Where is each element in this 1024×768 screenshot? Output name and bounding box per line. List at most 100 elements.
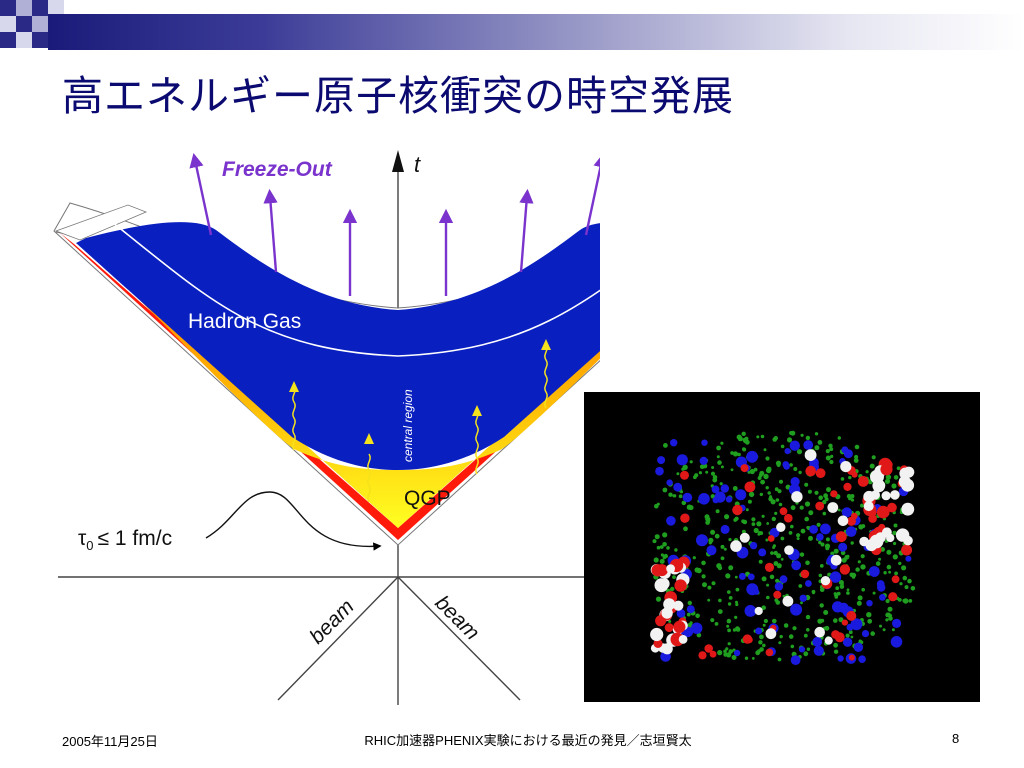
particle <box>884 478 891 484</box>
particle <box>903 598 909 604</box>
particle <box>676 454 688 466</box>
particle <box>742 447 747 452</box>
particle <box>858 524 864 530</box>
particle <box>825 455 831 461</box>
particle <box>891 628 895 632</box>
particle <box>774 487 779 492</box>
particle <box>775 600 781 605</box>
particle <box>670 439 678 447</box>
particle <box>798 470 802 475</box>
particle <box>910 586 916 591</box>
freeze-out-arrows <box>189 152 600 296</box>
particle <box>790 524 794 529</box>
particle <box>822 511 827 516</box>
particle <box>898 561 902 566</box>
particle <box>805 614 811 620</box>
particle <box>666 516 676 526</box>
particle <box>666 479 673 486</box>
particle <box>901 478 915 492</box>
particle <box>901 502 915 516</box>
qgp-region <box>98 258 600 528</box>
particle <box>800 528 806 534</box>
particle <box>866 600 873 607</box>
particle <box>735 602 739 607</box>
freeze-out-label: Freeze-Out <box>222 158 333 181</box>
particle <box>833 548 839 554</box>
particle <box>827 502 839 513</box>
isotherm-line <box>111 221 600 357</box>
particle <box>656 545 661 550</box>
particle <box>891 575 900 584</box>
particle <box>754 606 763 616</box>
particle <box>689 460 693 464</box>
particle <box>759 492 763 497</box>
particle <box>783 462 790 470</box>
particle <box>735 626 740 631</box>
particle <box>850 618 863 631</box>
particle <box>761 605 766 610</box>
particle <box>861 630 870 638</box>
particle <box>799 552 805 557</box>
particle <box>661 643 673 655</box>
particle <box>888 592 898 602</box>
particle <box>672 494 676 498</box>
particle <box>735 489 747 501</box>
particle <box>822 499 827 505</box>
particle <box>663 598 676 611</box>
particle <box>716 455 720 459</box>
particle <box>886 533 895 543</box>
particle <box>780 557 784 561</box>
particle <box>701 439 708 446</box>
particle <box>730 540 742 552</box>
particle <box>784 448 791 455</box>
spacetime-diagram: Freeze-Out t Tfo Tch Tc Hadron Gas centr… <box>53 150 600 705</box>
particle <box>765 456 770 461</box>
particle <box>714 622 719 626</box>
particle <box>758 559 763 564</box>
particle <box>846 610 857 621</box>
particle <box>805 580 812 587</box>
particle <box>820 523 831 535</box>
particle <box>718 598 722 603</box>
particle <box>654 534 660 540</box>
particle <box>899 467 912 480</box>
particle <box>655 466 664 476</box>
slide-title: 高エネルギー原子核衝突の時空発展 <box>62 72 734 120</box>
particle <box>869 534 884 549</box>
particle <box>805 560 810 566</box>
particle <box>678 494 683 499</box>
particle <box>837 436 841 440</box>
particle <box>709 650 717 658</box>
particle <box>747 499 752 504</box>
particle <box>867 618 873 624</box>
particle <box>837 515 849 527</box>
particle <box>727 642 731 646</box>
particle <box>765 467 772 474</box>
particle <box>710 471 716 476</box>
particle <box>678 635 688 644</box>
particle <box>875 561 881 566</box>
particle <box>803 633 808 638</box>
particle <box>788 531 793 535</box>
particle <box>652 539 657 544</box>
particle <box>830 490 838 498</box>
particle <box>674 579 687 592</box>
particle <box>725 647 729 651</box>
particle <box>850 635 854 639</box>
particle <box>687 600 692 606</box>
particle <box>863 501 874 512</box>
particle <box>769 527 780 538</box>
particle <box>779 479 783 484</box>
particle <box>659 558 665 564</box>
particle <box>724 514 730 520</box>
particle <box>789 431 794 435</box>
particle <box>730 451 734 455</box>
particle <box>856 600 862 606</box>
particle <box>720 441 724 445</box>
particle <box>876 505 890 519</box>
particle <box>841 557 847 563</box>
particle <box>829 447 834 452</box>
particle <box>851 512 858 520</box>
particle <box>757 476 762 480</box>
particle <box>742 519 748 525</box>
